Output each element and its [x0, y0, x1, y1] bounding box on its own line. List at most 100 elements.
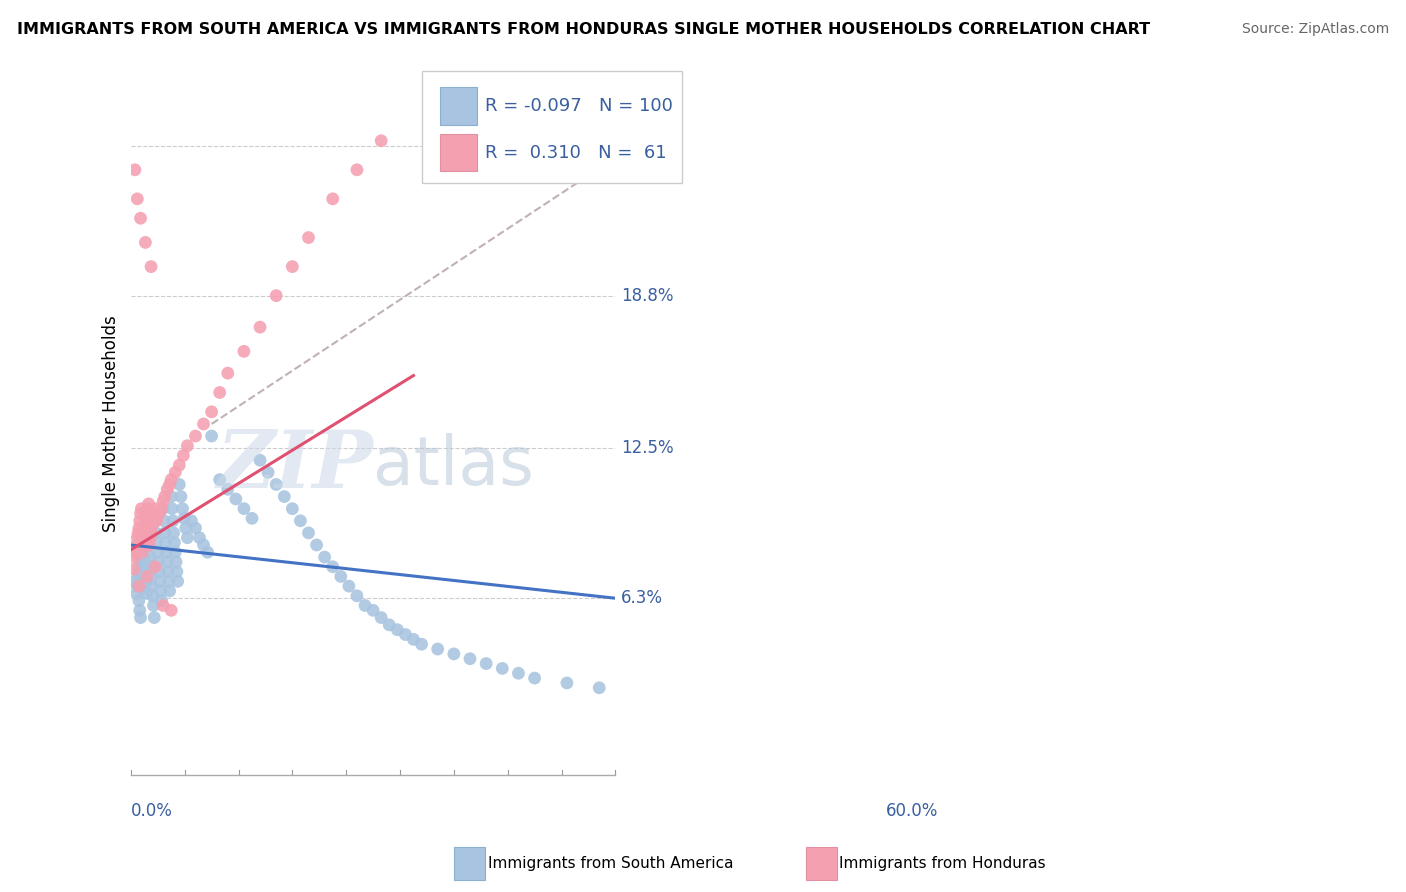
Point — [152, 494, 174, 508]
Point — [128, 550, 150, 565]
Point — [346, 589, 368, 603]
Point — [143, 514, 166, 528]
Point — [208, 385, 231, 400]
Point — [135, 574, 157, 589]
Point — [129, 507, 152, 521]
Point — [426, 642, 449, 657]
Point — [166, 574, 188, 589]
Point — [240, 511, 263, 525]
Point — [131, 555, 153, 569]
Point — [201, 405, 224, 419]
Point — [136, 525, 159, 540]
Point — [193, 417, 215, 431]
Point — [249, 453, 271, 467]
Text: 25.0%: 25.0% — [621, 136, 673, 154]
Point — [127, 531, 149, 545]
Point — [156, 483, 179, 497]
Point — [346, 162, 368, 177]
Point — [354, 599, 377, 613]
Point — [142, 507, 165, 521]
Point — [132, 582, 155, 596]
Text: R = -0.097   N = 100: R = -0.097 N = 100 — [485, 97, 673, 115]
Point — [322, 192, 344, 206]
Point — [128, 579, 150, 593]
Text: 60.0%: 60.0% — [886, 802, 938, 820]
Point — [281, 501, 304, 516]
Point — [125, 538, 148, 552]
Text: Single Mother Households: Single Mother Households — [103, 316, 121, 533]
Point — [166, 565, 188, 579]
Point — [134, 235, 156, 250]
Text: R =  0.310   N =  61: R = 0.310 N = 61 — [485, 144, 666, 161]
Point — [143, 610, 166, 624]
Point — [169, 458, 191, 472]
Point — [152, 599, 174, 613]
Point — [124, 550, 146, 565]
Point — [153, 525, 176, 540]
Point — [174, 521, 197, 535]
Point — [337, 579, 360, 593]
Point — [143, 501, 166, 516]
Point — [136, 569, 159, 583]
Point — [370, 610, 392, 624]
Text: Source: ZipAtlas.com: Source: ZipAtlas.com — [1241, 22, 1389, 37]
Point — [136, 508, 159, 523]
Point — [172, 449, 194, 463]
Point — [122, 562, 145, 576]
Point — [134, 559, 156, 574]
Point — [153, 514, 176, 528]
Point — [127, 525, 149, 540]
Point — [145, 514, 167, 528]
Point — [145, 525, 167, 540]
Point — [138, 538, 160, 552]
Point — [188, 531, 211, 545]
Text: atlas: atlas — [373, 434, 534, 499]
Point — [378, 618, 401, 632]
Point — [139, 260, 162, 274]
Point — [281, 260, 304, 274]
Point — [160, 603, 183, 617]
Point — [165, 466, 187, 480]
Point — [143, 559, 166, 574]
Point — [165, 555, 187, 569]
Point — [297, 230, 319, 244]
Point — [125, 545, 148, 559]
Point — [136, 586, 159, 600]
Point — [475, 657, 498, 671]
Point — [387, 623, 409, 637]
Point — [184, 521, 207, 535]
Point — [125, 586, 148, 600]
Point — [150, 501, 173, 516]
Point — [588, 681, 610, 695]
Point — [138, 538, 160, 552]
Point — [155, 535, 177, 549]
Text: Immigrants from Honduras: Immigrants from Honduras — [839, 856, 1046, 871]
Point — [165, 545, 187, 559]
Point — [146, 545, 169, 559]
Point — [141, 518, 163, 533]
Point — [193, 538, 215, 552]
Point — [136, 501, 159, 516]
Point — [322, 559, 344, 574]
Point — [142, 589, 165, 603]
Point — [458, 651, 481, 665]
Point — [148, 565, 170, 579]
Point — [163, 535, 186, 549]
Point — [201, 429, 224, 443]
Point — [157, 574, 180, 589]
Point — [142, 599, 165, 613]
Point — [150, 593, 173, 607]
Point — [139, 569, 162, 583]
Point — [156, 555, 179, 569]
Point — [149, 584, 172, 599]
Point — [132, 531, 155, 545]
Point — [173, 511, 195, 525]
Point — [128, 579, 150, 593]
Point — [264, 477, 287, 491]
Point — [131, 501, 153, 516]
Point — [225, 491, 247, 506]
Point — [141, 579, 163, 593]
Point — [491, 661, 513, 675]
Point — [170, 490, 193, 504]
Point — [138, 550, 160, 565]
